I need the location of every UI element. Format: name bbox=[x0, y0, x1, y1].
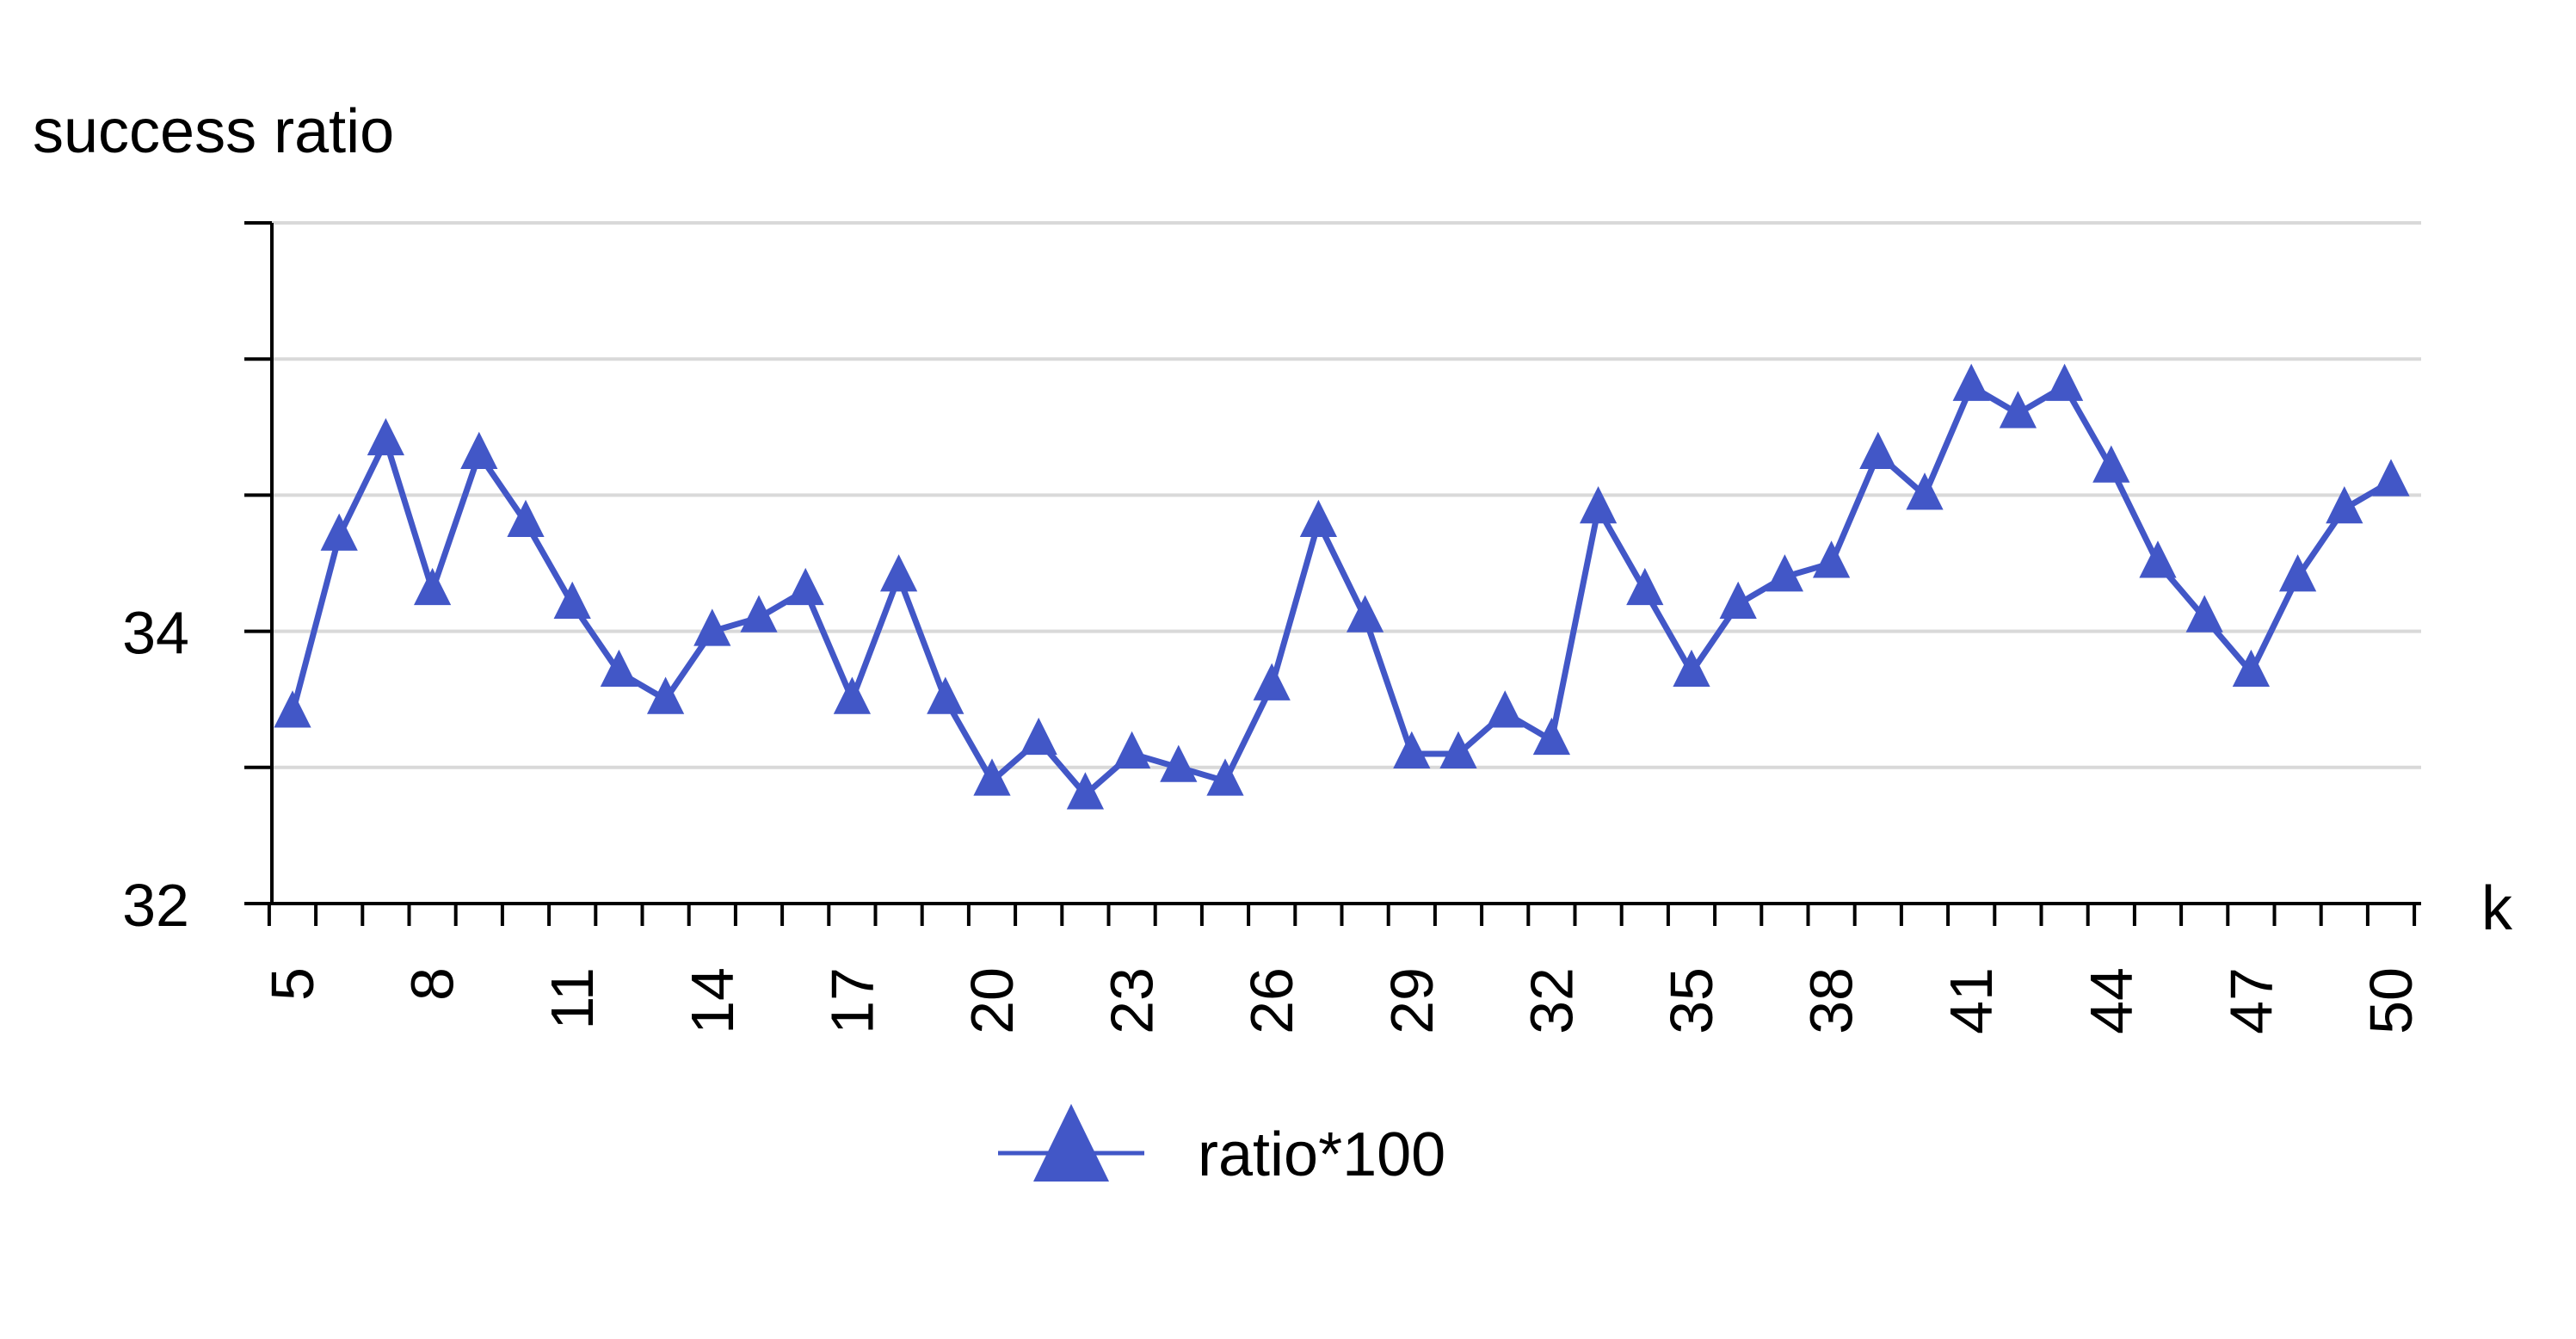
data-point-marker bbox=[1020, 717, 1057, 756]
data-point-marker bbox=[1673, 649, 1710, 688]
data-point-marker bbox=[2045, 363, 2084, 401]
data-point-marker bbox=[1393, 731, 1431, 768]
x-tick-label: 14 bbox=[679, 967, 746, 1034]
data-point-marker bbox=[927, 676, 964, 714]
data-point-marker bbox=[1579, 485, 1618, 524]
data-point-marker bbox=[274, 690, 311, 728]
x-tick-label: 29 bbox=[1378, 967, 1445, 1034]
x-tick-label: 17 bbox=[818, 967, 885, 1034]
data-point-marker bbox=[1626, 567, 1664, 606]
data-point-marker bbox=[1160, 744, 1198, 782]
x-tick-label: 47 bbox=[2217, 967, 2284, 1034]
legend: ratio*100 bbox=[998, 1103, 1445, 1189]
labels: 32 34 5 8 11 14 17 20 23 26 29 32 35 38 41 44 47 50 succes… bbox=[33, 97, 2513, 1034]
data-point-marker bbox=[1206, 758, 1244, 796]
data-point-marker bbox=[1486, 690, 1524, 728]
data-point-marker bbox=[1859, 431, 1897, 469]
x-tick-label: 50 bbox=[2357, 967, 2425, 1034]
data-point-marker bbox=[413, 567, 452, 606]
data-point-marker bbox=[2232, 649, 2271, 688]
data-point-marker bbox=[507, 499, 545, 538]
data-point-marker bbox=[646, 676, 685, 714]
y-axis-title: success ratio bbox=[33, 97, 394, 166]
x-tick-label: 44 bbox=[2078, 967, 2145, 1034]
data-point-marker bbox=[740, 595, 778, 632]
data-point-marker bbox=[786, 567, 824, 606]
axes bbox=[244, 221, 2421, 926]
grid-lines bbox=[272, 221, 2421, 769]
x-axis-title: k bbox=[2481, 874, 2513, 943]
data-point-marker bbox=[553, 581, 591, 619]
legend-marker bbox=[1033, 1103, 1109, 1182]
x-tick-label: 26 bbox=[1238, 967, 1305, 1034]
data-point-marker bbox=[2092, 445, 2130, 483]
data-point-marker bbox=[2185, 595, 2223, 632]
data-point-marker bbox=[2326, 485, 2363, 524]
x-tick-label: 35 bbox=[1658, 967, 1725, 1034]
data-point-marker bbox=[1253, 663, 1291, 700]
x-tick-label: 41 bbox=[1938, 967, 2005, 1034]
data-point-marker bbox=[1766, 554, 1804, 592]
data-point-marker bbox=[2139, 540, 2177, 578]
data-point-marker bbox=[1532, 717, 1571, 756]
x-tick-label: 38 bbox=[1798, 967, 1865, 1034]
data-point-marker bbox=[1112, 731, 1151, 768]
data-point-marker bbox=[1719, 581, 1757, 619]
series-layer bbox=[274, 363, 2410, 810]
data-point-marker bbox=[693, 608, 731, 646]
x-tick-label: 11 bbox=[539, 967, 606, 1030]
data-point-marker bbox=[320, 513, 358, 551]
data-point-marker bbox=[2278, 554, 2317, 592]
data-point-marker bbox=[973, 758, 1011, 796]
x-tick-label: 8 bbox=[399, 967, 466, 1001]
x-tick-label: 20 bbox=[958, 967, 1026, 1034]
legend-label: ratio*100 bbox=[1198, 1120, 1445, 1189]
data-point-marker bbox=[1906, 472, 1944, 510]
data-point-marker bbox=[1952, 363, 1990, 401]
y-tick-label: 34 bbox=[122, 600, 189, 667]
data-point-marker bbox=[1439, 731, 1477, 768]
series-line bbox=[289, 383, 2393, 798]
data-point-marker bbox=[367, 417, 405, 456]
x-tick-label: 32 bbox=[1518, 967, 1585, 1034]
data-point-marker bbox=[1999, 391, 2037, 429]
x-tick-label: 5 bbox=[259, 967, 326, 1001]
data-point-marker bbox=[1299, 499, 1338, 538]
data-point-marker bbox=[879, 554, 918, 592]
x-tick-label: 23 bbox=[1099, 967, 1166, 1034]
data-point-marker bbox=[1346, 595, 1384, 632]
data-point-marker bbox=[1066, 772, 1105, 810]
y-tick-label: 32 bbox=[122, 872, 189, 939]
data-point-marker bbox=[600, 649, 638, 688]
data-point-marker bbox=[460, 431, 498, 469]
data-point-marker bbox=[833, 676, 872, 714]
data-point-marker bbox=[2372, 459, 2410, 497]
data-point-marker bbox=[1812, 540, 1851, 578]
